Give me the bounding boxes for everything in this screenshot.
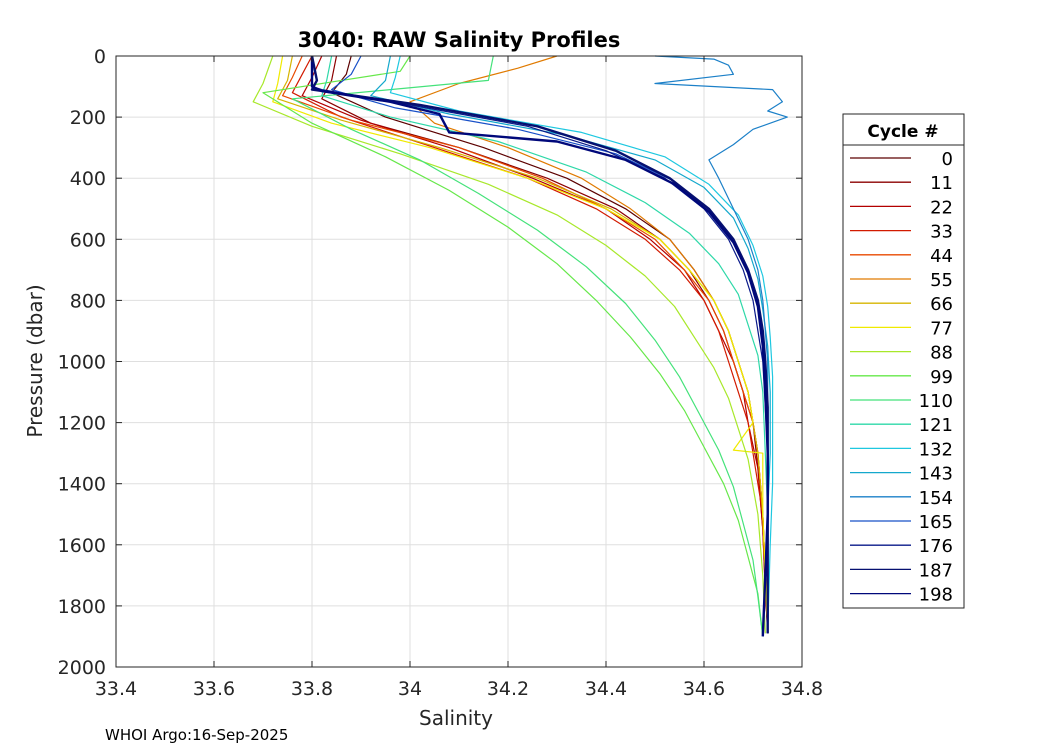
legend-entry-label: 165 bbox=[919, 512, 953, 533]
legend-entry-label: 11 bbox=[930, 173, 953, 194]
y-tick-label: 2000 bbox=[58, 657, 106, 679]
x-tick-label: 34.6 bbox=[683, 678, 725, 700]
legend-entry-label: 77 bbox=[930, 318, 953, 339]
y-tick-label: 1800 bbox=[58, 596, 106, 618]
y-tick-label: 800 bbox=[70, 290, 106, 312]
legend-entry-label: 0 bbox=[942, 149, 953, 170]
x-axis-label: Salinity bbox=[419, 706, 493, 730]
legend-entry-label: 110 bbox=[919, 391, 953, 412]
series-line-cycle-154 bbox=[654, 55, 788, 634]
legend-entry-label: 22 bbox=[930, 197, 953, 218]
legend-entry-label: 154 bbox=[919, 488, 953, 509]
legend-entry-label: 55 bbox=[930, 270, 953, 291]
y-axis-label: Pressure (dbar) bbox=[23, 284, 47, 437]
legend-entry-label: 99 bbox=[930, 367, 953, 388]
chart-title: 3040: RAW Salinity Profiles bbox=[298, 28, 621, 52]
x-tick-label: 34.8 bbox=[781, 678, 823, 700]
legend-entry-label: 198 bbox=[919, 585, 953, 606]
series-line-cycle-77 bbox=[272, 55, 769, 631]
legend-entry-label: 88 bbox=[930, 343, 953, 364]
legend-entry-label: 143 bbox=[919, 464, 953, 485]
legend-entry-label: 66 bbox=[930, 294, 953, 315]
x-tick-label: 33.4 bbox=[95, 678, 137, 700]
x-tick-label: 34.4 bbox=[585, 678, 627, 700]
series-line-cycle-198 bbox=[310, 56, 769, 637]
x-tick-label: 34.2 bbox=[487, 678, 529, 700]
series-line-cycle-110 bbox=[291, 55, 764, 637]
legend-entry-label: 33 bbox=[930, 222, 953, 243]
series-line-cycle-22 bbox=[301, 55, 769, 634]
legend: Cycle # 0 11 22 33 44 55 66 77 88 99 110 121 132 143 1… bbox=[842, 113, 965, 609]
y-tick-label: 600 bbox=[70, 229, 106, 251]
legend-entry-label: 121 bbox=[919, 415, 953, 436]
y-tick-label: 400 bbox=[70, 168, 106, 190]
y-tick-label: 200 bbox=[70, 107, 106, 129]
axis-ticks: 33.4 33.6 33.8 34 34.2 34.4 34.6 34.8 0 200 400 600… bbox=[58, 46, 824, 700]
series-line-cycle-88 bbox=[252, 55, 766, 634]
legend-entry-label: 187 bbox=[919, 560, 953, 581]
x-tick-label: 34 bbox=[398, 678, 422, 700]
series-line-cycle-121 bbox=[321, 55, 769, 631]
legend-box bbox=[842, 113, 965, 609]
legend-entry-label: 132 bbox=[919, 439, 953, 460]
y-tick-label: 1200 bbox=[58, 413, 106, 435]
series-line-cycle-143 bbox=[370, 55, 771, 634]
footer-credit: WHOI Argo:16-Sep-2025 bbox=[105, 726, 289, 744]
y-tick-label: 1600 bbox=[58, 535, 106, 557]
x-tick-label: 33.8 bbox=[291, 678, 333, 700]
x-tick-label: 33.6 bbox=[193, 678, 235, 700]
y-tick-label: 0 bbox=[94, 46, 106, 68]
series-line-cycle-33 bbox=[291, 55, 769, 631]
legend-title: Cycle # bbox=[867, 122, 938, 142]
legend-entry-label: 44 bbox=[930, 246, 953, 267]
y-tick-label: 1000 bbox=[58, 352, 106, 374]
series-group bbox=[252, 55, 788, 637]
series-line-cycle-99 bbox=[262, 55, 764, 637]
series-line-cycle-132 bbox=[389, 55, 774, 634]
y-tick-label: 1400 bbox=[58, 474, 106, 496]
legend-entry-label: 176 bbox=[919, 536, 953, 557]
